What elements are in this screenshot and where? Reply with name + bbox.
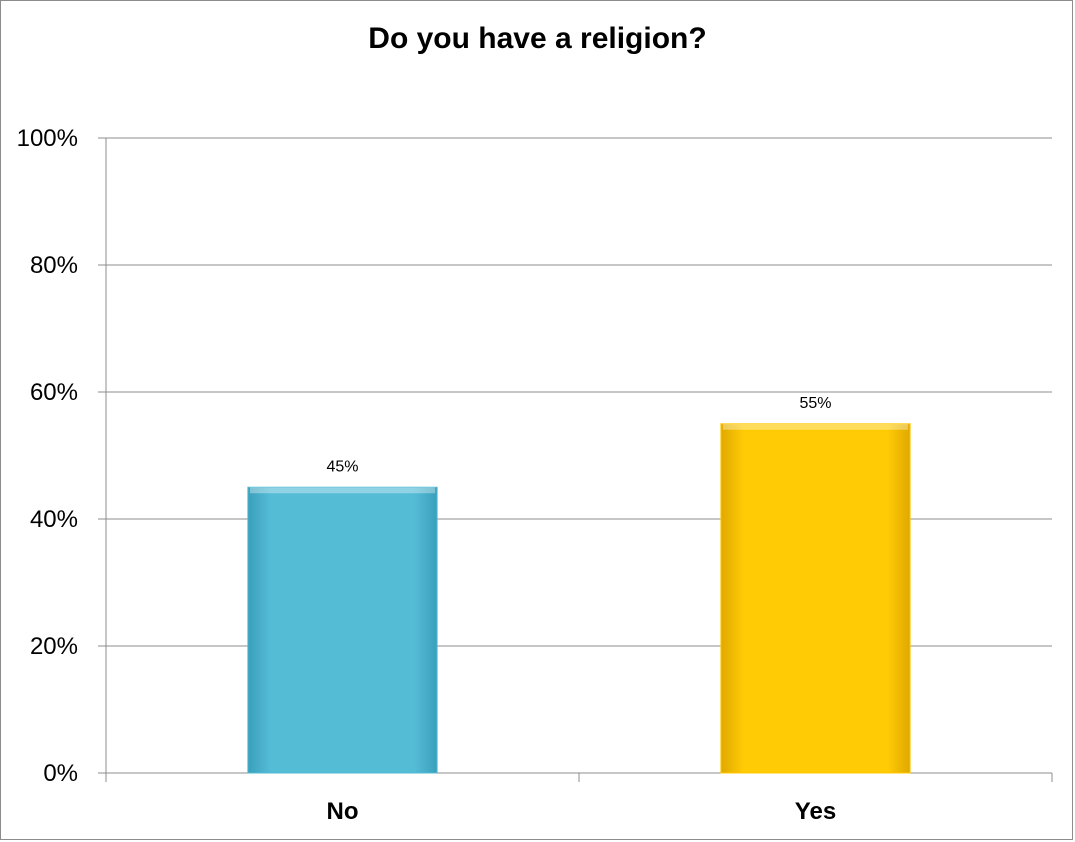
- chart-title: Do you have a religion?: [368, 22, 707, 55]
- y-tick-label: 40%: [30, 506, 78, 533]
- labels: 0% 20% 40% 60% 80% 100% 45% No 55% Yes: [17, 125, 837, 825]
- y-tick-label: 80%: [30, 252, 78, 279]
- x-tick-label: Yes: [795, 798, 836, 825]
- bar-no: [247, 486, 438, 774]
- bar-yes: [720, 423, 911, 774]
- y-tick-label: 60%: [30, 379, 78, 406]
- bar-highlight: [249, 487, 436, 494]
- bar-highlight: [722, 423, 909, 430]
- y-tick-label: 20%: [30, 633, 78, 660]
- data-label: 45%: [326, 458, 358, 475]
- data-label: 55%: [799, 395, 831, 412]
- x-tick-label: No: [327, 798, 359, 825]
- y-tick-label: 100%: [17, 125, 78, 152]
- y-tick-label: 0%: [43, 760, 78, 787]
- bars: [247, 423, 911, 774]
